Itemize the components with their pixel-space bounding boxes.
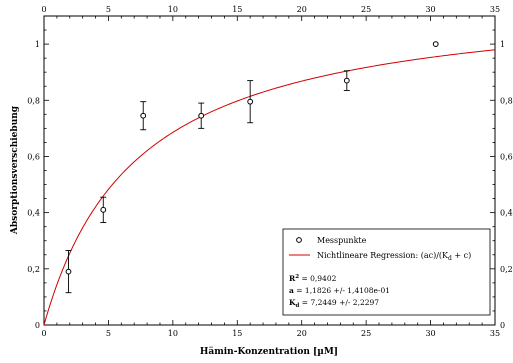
y-tick-label-right: 0,4: [500, 209, 513, 218]
legend-marker-messpunkte: [296, 237, 302, 243]
y-tick-label-left: 0,4: [27, 209, 40, 218]
fit-curve-group: [43, 49, 496, 326]
y-tick-label-left: 1: [35, 40, 40, 49]
y-tick-label-right: 1: [500, 40, 505, 49]
data-point: [100, 206, 107, 213]
data-point: [198, 112, 205, 119]
y-tick-label-left: 0,8: [27, 96, 40, 105]
x-tick-label-bottom: 30: [425, 329, 435, 338]
x-tick-label-top: 35: [490, 5, 500, 14]
data-point: [343, 77, 350, 84]
axis-ticks: [43, 15, 496, 326]
data-points-group: [65, 41, 439, 294]
x-tick-label-bottom: 15: [232, 329, 242, 338]
data-point: [432, 41, 439, 47]
y-tick-label-right: 0,8: [500, 96, 513, 105]
x-tick-label-bottom: 25: [361, 329, 371, 338]
x-axis-title: Hämin-Konzentration [µM]: [200, 346, 338, 357]
data-point: [247, 98, 254, 105]
x-tick-label-top: 25: [361, 5, 371, 14]
x-tick-label-top: 0: [41, 5, 46, 14]
legend-box: [282, 228, 491, 316]
x-tick-label-top: 20: [297, 5, 307, 14]
y-axis-title: Absorptionsverschiebung: [10, 105, 20, 235]
x-tick-label-bottom: 5: [106, 329, 111, 338]
data-point: [140, 112, 147, 119]
y-tick-label-left: 0: [35, 321, 40, 330]
legend-label-regression: Nichtlineare Regression: (ac)/(Kd + c): [317, 251, 471, 262]
legend: Messpunkte Nichtlineare Regression: (ac)…: [282, 228, 491, 316]
x-tick-label-bottom: 0: [41, 329, 46, 338]
stat-r2: R2 = 0,9402: [289, 274, 337, 283]
stat-kd: Kd = 7,2449 +/- 2,2297: [289, 298, 379, 309]
x-tick-label-top: 15: [232, 5, 242, 14]
data-point: [65, 268, 72, 275]
y-tick-label-left: 0,2: [27, 265, 40, 274]
legend-label-messpunkte: Messpunkte: [317, 236, 367, 245]
x-tick-label-bottom: 20: [297, 329, 307, 338]
fit-curve: [43, 49, 496, 326]
x-tick-label-top: 5: [106, 5, 111, 14]
x-tick-label-top: 30: [425, 5, 435, 14]
x-tick-label-top: 10: [168, 5, 178, 14]
y-tick-label-right: 0,2: [500, 265, 513, 274]
y-tick-label-right: 0,6: [500, 152, 513, 161]
y-tick-label-right: 0: [500, 321, 505, 330]
x-tick-label-bottom: 10: [168, 329, 178, 338]
y-tick-label-left: 0,6: [27, 152, 40, 161]
stat-a: a = 1,1826 +/- 1,4108e-01: [289, 286, 390, 295]
x-tick-label-bottom: 35: [490, 329, 500, 338]
